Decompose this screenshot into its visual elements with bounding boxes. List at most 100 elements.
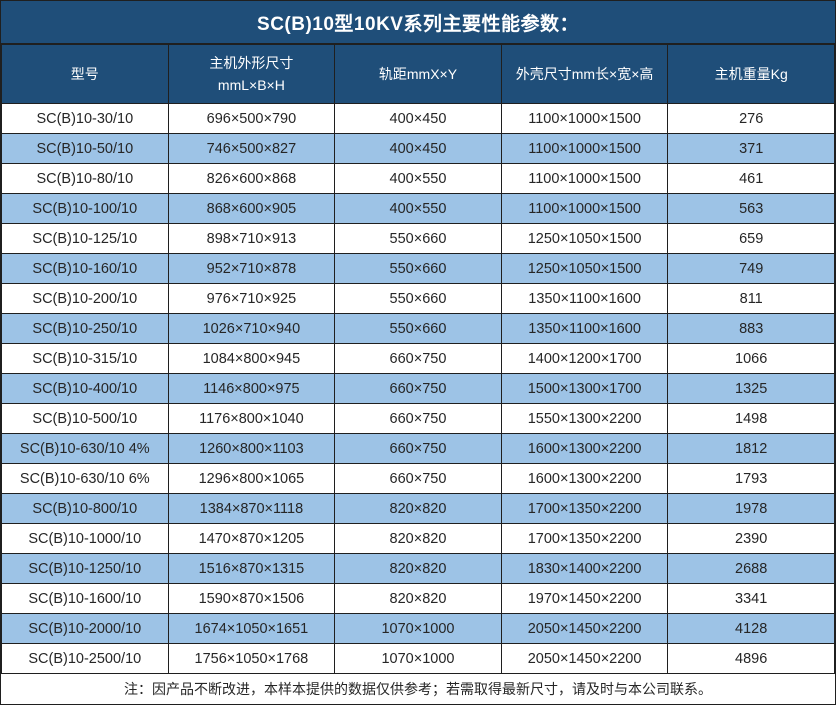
table-cell: 820×820	[334, 493, 502, 524]
header-cell-rail-gauge: 轨距mmX×Y	[334, 44, 502, 104]
table-cell: SC(B)10-2000/10	[1, 613, 169, 644]
table-row: SC(B)10-50/10 746×500×827 400×450 1100×1000…	[1, 133, 835, 164]
table-cell: 1600×1300×2200	[500, 433, 669, 464]
table-cell: 1100×1000×1500	[500, 163, 669, 194]
table-cell: 1100×1000×1500	[500, 103, 669, 134]
table-cell: 1146×800×975	[167, 373, 336, 404]
table-row: SC(B)10-1250/10 1516×870×1315 820×820 1830×…	[1, 553, 835, 584]
table-cell: SC(B)10-160/10	[1, 253, 169, 284]
table-cell: SC(B)10-1000/10	[1, 523, 169, 554]
table-row: SC(B)10-1000/10 1470×870×1205 820×820 1700×…	[1, 523, 835, 554]
table-cell: 820×820	[334, 523, 502, 554]
table-cell: 1812	[667, 433, 835, 464]
table-cell: 660×750	[334, 343, 502, 374]
table-cell: 1350×1100×1600	[500, 313, 669, 344]
table-cell: 2050×1450×2200	[500, 643, 669, 674]
table-cell: 1026×710×940	[167, 313, 336, 344]
table-cell: 1756×1050×1768	[167, 643, 336, 674]
table-cell: 952×710×878	[167, 253, 336, 284]
table-cell: 1516×870×1315	[167, 553, 336, 584]
table-cell: 1296×800×1065	[167, 463, 336, 494]
table-cell: SC(B)10-50/10	[1, 133, 169, 164]
table-cell: 749	[667, 253, 835, 284]
table-cell: 1084×800×945	[167, 343, 336, 374]
header-cell-weight: 主机重量Kg	[667, 44, 835, 104]
table-header: 型号 主机外形尺寸 mmL×B×H 轨距mmX×Y 外壳尺寸mm长×宽×高 主机…	[1, 44, 835, 104]
table-cell: 1498	[667, 403, 835, 434]
table-row: SC(B)10-2000/10 1674×1050×1651 1070×1000 20…	[1, 613, 835, 644]
table-cell: 1590×870×1506	[167, 583, 336, 614]
footer-note: 注：因产品不断改进，本样本提供的数据仅供参考；若需取得最新尺寸，请及时与本公司联…	[1, 674, 835, 704]
table-cell: 1550×1300×2200	[500, 403, 669, 434]
table-cell: 276	[667, 103, 835, 134]
table-cell: 811	[667, 283, 835, 314]
header-cell-shell-size: 外壳尺寸mm长×宽×高	[500, 44, 669, 104]
table-cell: 660×750	[334, 403, 502, 434]
table-row: SC(B)10-800/10 1384×870×1118 820×820 1700×1…	[1, 493, 835, 524]
table-cell: 660×750	[334, 463, 502, 494]
table-cell: 1250×1050×1500	[500, 253, 669, 284]
table-cell: 550×660	[334, 253, 502, 284]
table-row: SC(B)10-30/10 696×500×790 400×450 1100×1000…	[1, 103, 835, 134]
table-body: SC(B)10-30/10 696×500×790 400×450 1100×1000…	[1, 103, 835, 674]
table-cell: 1384×870×1118	[167, 493, 336, 524]
table-cell: 400×450	[334, 133, 502, 164]
table-cell: 746×500×827	[167, 133, 336, 164]
table-cell: 1978	[667, 493, 835, 524]
table-row: SC(B)10-630/10 6% 1296×800×1065 660×750 160…	[1, 463, 835, 494]
table-cell: 1100×1000×1500	[500, 193, 669, 224]
table-cell: 1350×1100×1600	[500, 283, 669, 314]
table-cell: SC(B)10-500/10	[1, 403, 169, 434]
table-row: SC(B)10-2500/10 1756×1050×1768 1070×1000 20…	[1, 643, 835, 674]
table-cell: 1793	[667, 463, 835, 494]
table-cell: 898×710×913	[167, 223, 336, 254]
table-cell: 2688	[667, 553, 835, 584]
table-cell: SC(B)10-400/10	[1, 373, 169, 404]
table-cell: 400×550	[334, 193, 502, 224]
table-cell: 461	[667, 163, 835, 194]
table-cell: SC(B)10-200/10	[1, 283, 169, 314]
table-cell: 4128	[667, 613, 835, 644]
spec-table: 型号 主机外形尺寸 mmL×B×H 轨距mmX×Y 外壳尺寸mm长×宽×高 主机…	[1, 44, 835, 674]
table-cell: 1070×1000	[334, 613, 502, 644]
table-cell: 820×820	[334, 553, 502, 584]
table-cell: SC(B)10-100/10	[1, 193, 169, 224]
table-cell: SC(B)10-30/10	[1, 103, 169, 134]
table-row: SC(B)10-500/10 1176×800×1040 660×750 1550×1…	[1, 403, 835, 434]
table-cell: 371	[667, 133, 835, 164]
table-cell: 2390	[667, 523, 835, 554]
table-cell: SC(B)10-800/10	[1, 493, 169, 524]
table-row: SC(B)10-125/10 898×710×913 550×660 1250×105…	[1, 223, 835, 254]
table-cell: 1100×1000×1500	[500, 133, 669, 164]
table-cell: 1176×800×1040	[167, 403, 336, 434]
table-row: SC(B)10-1600/10 1590×870×1506 820×820 1970×…	[1, 583, 835, 614]
table-cell: 1470×870×1205	[167, 523, 336, 554]
table-cell: SC(B)10-1250/10	[1, 553, 169, 584]
table-cell: 826×600×868	[167, 163, 336, 194]
table-cell: 820×820	[334, 583, 502, 614]
table-cell: 2050×1450×2200	[500, 613, 669, 644]
table-cell: 3341	[667, 583, 835, 614]
table-cell: 868×600×905	[167, 193, 336, 224]
table-cell: 1066	[667, 343, 835, 374]
table-cell: 1970×1450×2200	[500, 583, 669, 614]
table-row: SC(B)10-250/10 1026×710×940 550×660 1350×11…	[1, 313, 835, 344]
table-cell: 883	[667, 313, 835, 344]
table-cell: SC(B)10-315/10	[1, 343, 169, 374]
table-cell: 563	[667, 193, 835, 224]
table-cell: 400×550	[334, 163, 502, 194]
table-cell: 660×750	[334, 373, 502, 404]
table-cell: 550×660	[334, 283, 502, 314]
table-row: SC(B)10-100/10 868×600×905 400×550 1100×100…	[1, 193, 835, 224]
table-cell: 1325	[667, 373, 835, 404]
table-cell: SC(B)10-1600/10	[1, 583, 169, 614]
table-row: SC(B)10-80/10 826×600×868 400×550 1100×1000…	[1, 163, 835, 194]
table-cell: SC(B)10-80/10	[1, 163, 169, 194]
table-row: SC(B)10-400/10 1146×800×975 660×750 1500×13…	[1, 373, 835, 404]
table-cell: SC(B)10-630/10 6%	[1, 463, 169, 494]
table-cell: 1500×1300×1700	[500, 373, 669, 404]
table-cell: 550×660	[334, 223, 502, 254]
table-cell: SC(B)10-125/10	[1, 223, 169, 254]
header-cell-model: 型号	[1, 44, 169, 104]
table-cell: 659	[667, 223, 835, 254]
